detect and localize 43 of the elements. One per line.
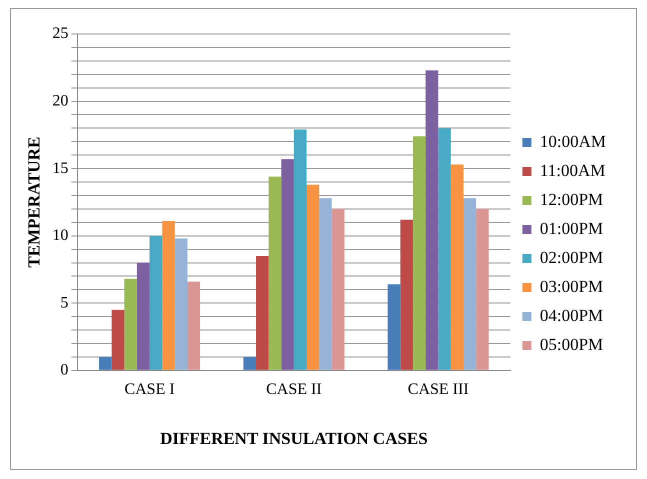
bar xyxy=(438,128,451,370)
bar xyxy=(124,278,137,370)
bar xyxy=(412,136,426,370)
legend-label: 12:00PM xyxy=(540,190,604,209)
bar xyxy=(463,198,476,370)
legend-label: 11:00AM xyxy=(540,160,606,180)
bar xyxy=(112,310,124,370)
bar xyxy=(187,282,200,370)
x-axis-title: DIFFERENT INSULATION CASES xyxy=(160,429,428,448)
legend-label: 05:00PM xyxy=(540,334,604,354)
bar xyxy=(426,70,438,370)
bar xyxy=(243,356,256,370)
bar xyxy=(294,130,307,370)
bar xyxy=(332,208,344,370)
bar xyxy=(306,184,320,370)
bar xyxy=(319,198,332,370)
y-tick-label: 10 xyxy=(52,227,68,244)
y-axis-title: TEMPERATURE xyxy=(24,136,44,268)
legend-label: 02:00PM xyxy=(540,248,604,267)
legend-label: 04:00PM xyxy=(540,306,604,325)
x-tick-label: CASE I xyxy=(124,381,175,398)
y-tick-label: 5 xyxy=(60,294,68,312)
bar xyxy=(400,220,413,370)
x-tick-label: CASE III xyxy=(408,381,469,398)
bar xyxy=(99,356,112,370)
bar xyxy=(450,164,464,370)
x-tick-label: CASE II xyxy=(266,381,322,398)
y-tick-label: 25 xyxy=(52,25,68,42)
y-tick-label: 15 xyxy=(52,160,68,177)
bar xyxy=(174,238,188,370)
bar xyxy=(281,159,294,370)
bar xyxy=(162,221,175,370)
bar xyxy=(136,262,150,370)
bar xyxy=(268,176,282,370)
y-tick-label: 0 xyxy=(60,362,68,379)
bar xyxy=(150,236,162,370)
y-tick-label: 20 xyxy=(52,92,68,110)
legend-label: 01:00PM xyxy=(540,218,604,238)
bar xyxy=(476,208,489,370)
legend-label: 03:00PM xyxy=(540,276,604,296)
bar xyxy=(388,284,400,370)
legend-label: 10:00AM xyxy=(540,132,606,151)
bar xyxy=(256,256,269,370)
